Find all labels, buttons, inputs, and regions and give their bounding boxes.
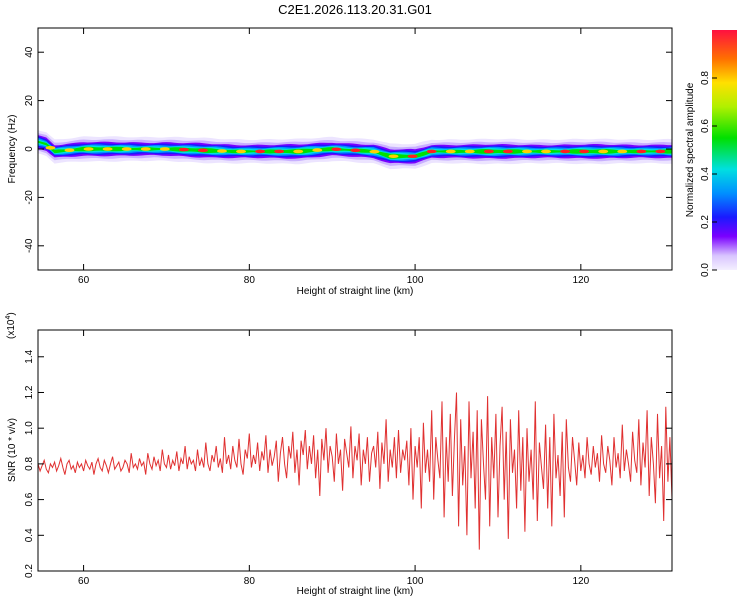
spectrogram-peak	[64, 148, 75, 152]
colorbar-tick-label: 0.8	[700, 71, 711, 85]
spectrogram-peak	[159, 147, 170, 151]
colorbar-tick-label: 0.0	[700, 263, 711, 277]
snr-x-tick-label: 120	[572, 576, 589, 587]
snr-y-tick-label: 0.6	[24, 492, 35, 506]
spectrogram-y-tick-label: 40	[24, 46, 35, 58]
spectrogram-x-tick-label: 60	[78, 275, 90, 286]
spectrogram-peak	[541, 149, 552, 154]
colorbar-label: Normalized spectral amplitude	[685, 82, 696, 217]
spectrogram-peak	[197, 148, 208, 153]
colorbar-tick-label: 0.4	[700, 167, 711, 181]
snr-y-tick-label: 0.2	[24, 564, 35, 578]
spectrogram-peak	[445, 149, 456, 154]
spectrogram-peak	[45, 145, 56, 150]
spectrogram-y-tick-label: 0	[24, 146, 35, 152]
spectrogram-peak	[293, 149, 304, 154]
snr-panel: 60 80 100 120 0.2 0.4 0.6 0.8 1.0 1.2 1.4 Height …	[5, 312, 673, 597]
figure-title: C2E1.2026.113.20.31.G01	[278, 2, 432, 17]
spectrogram-peak	[369, 149, 380, 154]
spectrogram-y-tick-label: 20	[24, 95, 35, 107]
snr-multiplier-exp: 4	[5, 316, 12, 320]
colorbar-tick-label: 0.2	[700, 215, 711, 229]
spectrogram-peak	[464, 149, 475, 154]
spectrogram-peak	[102, 147, 113, 151]
spectrogram-peak	[617, 149, 628, 154]
spectrogram-x-tick-label: 120	[572, 275, 589, 286]
spectrogram-peak	[350, 148, 361, 153]
spectrogram-peak	[483, 149, 494, 154]
spectrogram-y-label: Frequency (Hz)	[7, 115, 18, 184]
spectrogram-peak	[426, 149, 437, 154]
snr-x-tick-label: 100	[407, 576, 424, 587]
snr-x-label: Height of straight line (km)	[297, 586, 414, 597]
spectrogram-peak	[274, 149, 285, 154]
snr-y-tick-label: 0.8	[24, 457, 35, 471]
snr-x-ticks: 60 80 100 120	[78, 330, 590, 587]
spectrogram-peak	[407, 154, 418, 159]
spectrogram-peak	[121, 147, 132, 151]
snr-y-multiplier: (x104)	[5, 312, 17, 339]
spectrogram-ridge	[38, 130, 672, 170]
spectrogram-peak	[560, 149, 571, 154]
spectrogram-y-tick-label: -40	[24, 238, 35, 253]
spectrogram-peak	[655, 149, 666, 154]
spectrogram-x-ticks: 60 80 100 120	[78, 28, 590, 286]
snr-y-tick-label: 0.4	[24, 528, 35, 542]
spectrogram-y-tick-label: -20	[24, 190, 35, 205]
spectrogram-peak	[331, 147, 342, 152]
spectrogram-panel: 60 80 100 120 -40 -20 0 20 40 Height of straigh…	[7, 27, 673, 297]
spectrogram-y-ticks: -40 -20 0 20 40	[24, 46, 672, 253]
spectrogram-peak	[598, 149, 609, 154]
snr-multiplier-base: (x10	[6, 319, 17, 339]
spectrogram-peak	[636, 149, 647, 154]
snr-x-tick-label: 60	[78, 576, 90, 587]
spectrogram-peak	[236, 149, 247, 154]
spectrogram-peak	[579, 149, 590, 154]
spectrogram-peak	[140, 147, 151, 151]
colorbar-gradient	[712, 30, 737, 270]
spectrogram-peak	[502, 149, 513, 154]
spectrogram-x-tick-label: 80	[244, 275, 256, 286]
spectrogram-peak	[178, 147, 189, 152]
snr-x-tick-label: 80	[244, 576, 256, 587]
spectrogram-x-label: Height of straight line (km)	[297, 286, 414, 297]
snr-y-tick-label: 1.0	[24, 421, 35, 435]
colorbar-tick-label: 0.6	[700, 119, 711, 133]
spectrogram-peak	[312, 148, 323, 152]
colorbar: 0.0 0.2 0.4 0.6 0.8 Normalized spectral ampl…	[685, 30, 737, 277]
spectrogram-peak	[388, 154, 399, 159]
snr-y-label: SNR (10 * v/v)	[7, 418, 18, 482]
snr-y-ticks: 0.2 0.4 0.6 0.8 1.0 1.2 1.4	[24, 349, 672, 578]
spectrogram-peak	[521, 149, 532, 154]
svg-text:(x104): (x104)	[5, 312, 17, 339]
spectrogram-peak	[255, 149, 266, 154]
spectrogram-x-tick-label: 100	[407, 275, 424, 286]
snr-y-tick-label: 1.4	[24, 349, 35, 363]
snr-y-tick-label: 1.2	[24, 385, 35, 399]
spectrogram-peak	[216, 149, 227, 153]
colorbar-ticks: 0.0 0.2 0.4 0.6 0.8	[700, 71, 717, 277]
spectrogram-peak	[83, 147, 94, 151]
snr-series-line	[38, 392, 672, 550]
snr-frame	[37, 329, 673, 572]
